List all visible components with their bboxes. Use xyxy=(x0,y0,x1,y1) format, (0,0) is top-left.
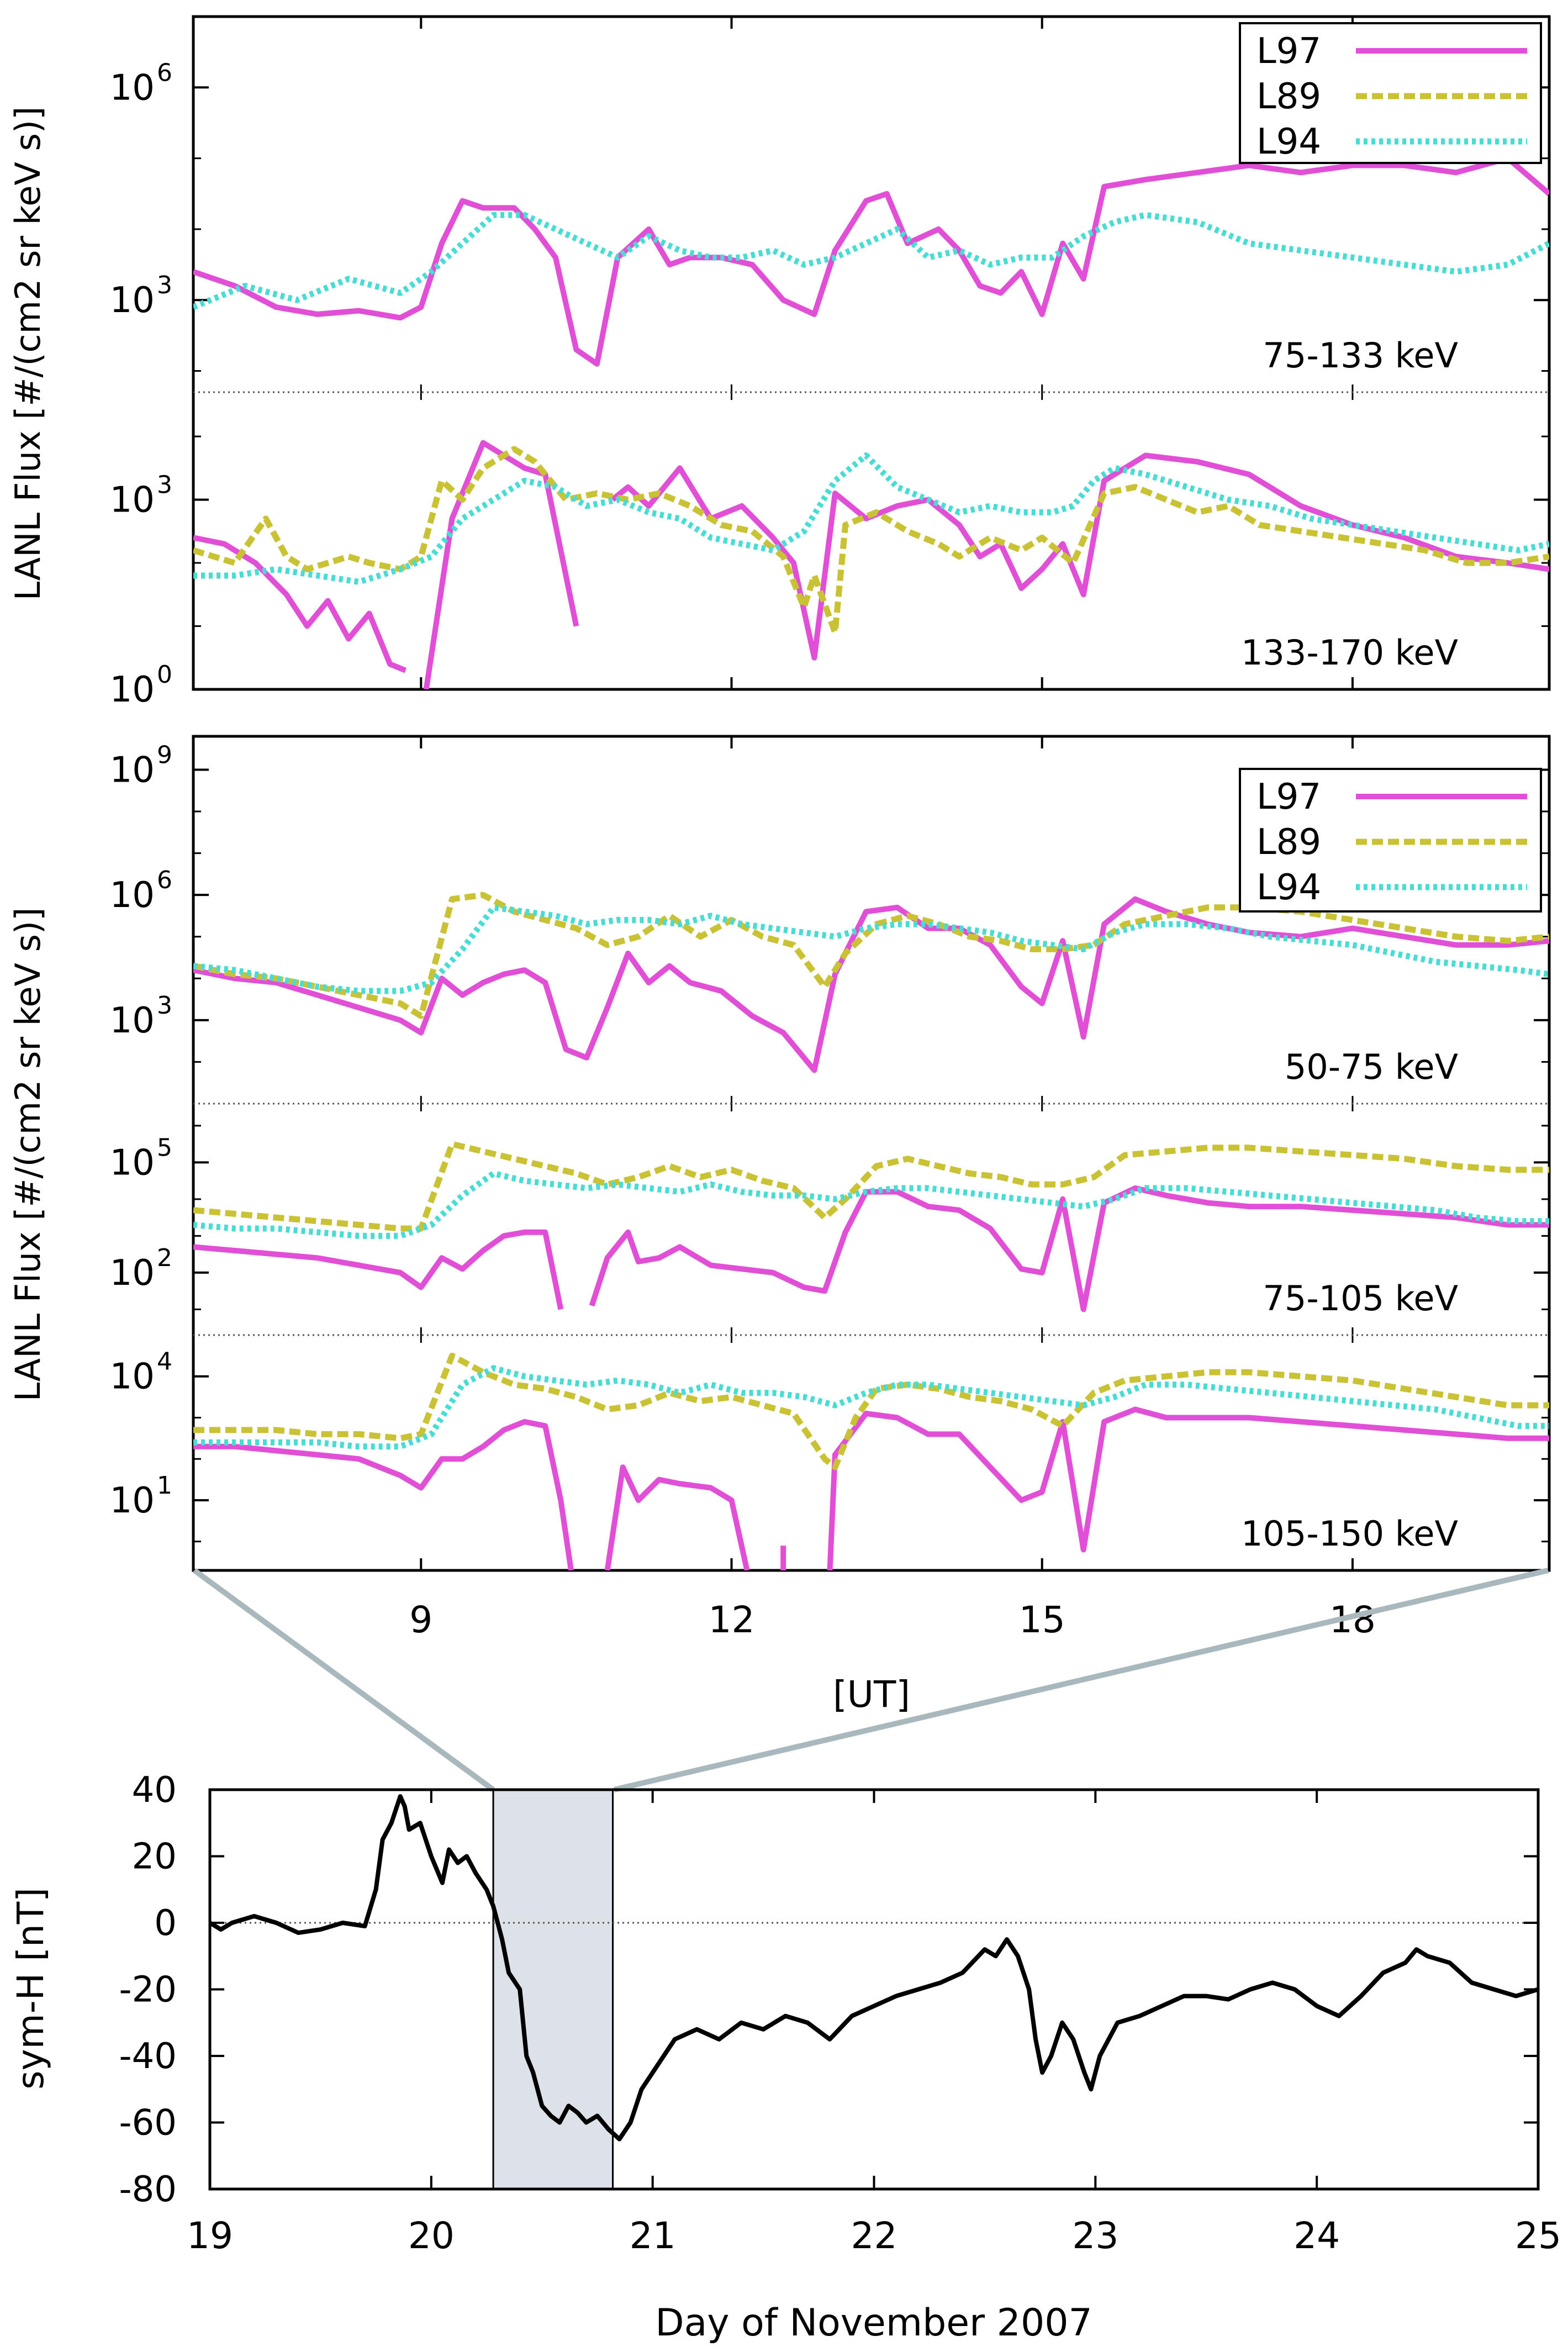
panel2-ytick-label-0-9: 10 xyxy=(110,750,155,790)
panel1-sub-0-series xyxy=(193,155,1549,367)
panel2-ytick-exp-0-6: 6 xyxy=(157,866,172,894)
panel1-sub-1-series-L94 xyxy=(193,452,1549,585)
panel2-ytick-label-1-2: 10 xyxy=(110,1253,155,1294)
panel3-xtick-label-25: 25 xyxy=(1515,2214,1561,2257)
panel1-ytick-label-0-6: 10 xyxy=(110,67,155,108)
panel-1-frame xyxy=(192,15,1551,691)
zoom-connector xyxy=(193,1568,1549,1792)
panel2-ytick-exp-1-2: 2 xyxy=(157,1244,172,1272)
panel2-ytick-label-2-1: 10 xyxy=(110,1480,155,1521)
panel1-sub-0-series-L94 xyxy=(193,212,1549,310)
panel2-ytick-exp-0-9: 9 xyxy=(157,741,172,769)
panel2-sub-1-series-L89 xyxy=(193,1141,1549,1232)
panel1-legend-label-L94: L94 xyxy=(1256,122,1321,162)
panel1-sub-0-label: 75-133 keV xyxy=(1263,335,1458,376)
panel3-xtick-label-22: 22 xyxy=(851,2214,897,2257)
panel-3: 40 20 0 -20 -40 -60 -80 19 20 21 22 23 24 25 sym-H [… xyxy=(9,1770,1561,2345)
panel2-sub-0-series-L94 xyxy=(193,904,1549,994)
symh-series xyxy=(208,1794,1539,2142)
panel-2-x-axis: 9 12 15 18 xyxy=(409,1599,1376,1641)
panel2-ytick-label-0-3: 10 xyxy=(110,1000,155,1041)
panel2-sub-2-label: 105-150 keV xyxy=(1241,1513,1458,1554)
panel2-xtick-label-15: 15 xyxy=(1019,1599,1065,1641)
panel1-sub-0-series-L97 xyxy=(193,155,1549,367)
panel3-xtick-label-24: 24 xyxy=(1294,2214,1340,2257)
zoom-line-left xyxy=(193,1568,495,1792)
panel-3-frame xyxy=(208,1788,1540,2191)
panel2-sub-1-series-L97 xyxy=(193,1185,1549,1312)
highlight-window xyxy=(492,1789,614,2190)
panel-3-x-axis: 19 20 21 22 23 24 25 xyxy=(187,1790,1561,2257)
panel2-sub-2-series-L97 xyxy=(193,1406,1549,1570)
panel2-ytick-exp-2-4: 4 xyxy=(157,1348,172,1376)
panel-2-xlabel: [UT] xyxy=(833,1673,910,1716)
panel-1-ylabel: LANL Flux [#/(cm2 sr keV s)] xyxy=(8,107,48,601)
panel2-ytick-exp-1-5: 5 xyxy=(157,1133,172,1162)
panel3-ytick-label--40: -40 xyxy=(119,2036,177,2077)
panel2-legend-label-L97: L97 xyxy=(1256,777,1321,818)
panel1-ytick-exp-0-6: 6 xyxy=(157,59,172,87)
panel3-xtick-label-21: 21 xyxy=(630,2214,676,2257)
panel1-ytick-label-0-3: 10 xyxy=(110,280,155,321)
panel1-legend-label-L97: L97 xyxy=(1256,31,1321,72)
panel1-legend-label-L89: L89 xyxy=(1256,76,1321,117)
panel1-sub-1-series-L89 xyxy=(193,446,1549,636)
panel-3-xlabel: Day of November 2007 xyxy=(655,2301,1092,2345)
panel3-ytick-label-40: 40 xyxy=(132,1770,177,1811)
panel2-sub-1-label: 75-105 keV xyxy=(1263,1278,1458,1319)
panel1-ytick-label-1-3: 10 xyxy=(110,480,155,521)
panel1-ytick-exp-0-3: 3 xyxy=(157,271,172,299)
panel1-ytick-label-1-0: 10 xyxy=(110,669,155,710)
panel-2-frame xyxy=(192,735,1551,1572)
panel3-ytick-label--60: -60 xyxy=(119,2103,177,2144)
panel2-xtick-label-12: 12 xyxy=(709,1599,755,1641)
panel3-ytick-label-20: 20 xyxy=(132,1837,177,1878)
panel1-ytick-exp-1-0: 0 xyxy=(157,661,172,689)
panel-3-ylabel: sym-H [nT] xyxy=(9,1887,52,2090)
panel2-ytick-exp-2-1: 1 xyxy=(157,1472,172,1500)
panel2-sub-2-series-L94 xyxy=(193,1365,1549,1450)
panel2-legend-label-L94: L94 xyxy=(1256,867,1321,908)
panel1-sub-1-series xyxy=(193,440,1549,689)
zoom-line-right xyxy=(613,1568,1549,1792)
panel2-sub-0-label: 50-75 keV xyxy=(1285,1047,1458,1087)
panel2-xtick-label-9: 9 xyxy=(409,1599,432,1641)
panel2-ytick-label-2-4: 10 xyxy=(110,1357,155,1398)
panel-2-ylabel: LANL Flux [#/(cm2 sr keV s)] xyxy=(8,908,48,1402)
panel2-sub-0-series-L89 xyxy=(193,892,1549,1019)
panel2-sub-0-series-L97 xyxy=(193,896,1549,1073)
panel2-legend-label-L89: L89 xyxy=(1256,822,1321,863)
panel1-ytick-exp-1-3: 3 xyxy=(157,471,172,499)
panel-3-y-axis: 40 20 0 -20 -40 -60 -80 xyxy=(119,1770,1538,2210)
panel3-ytick-label--80: -80 xyxy=(119,2169,177,2210)
panel3-xtick-label-20: 20 xyxy=(408,2214,455,2257)
panel3-xtick-label-19: 19 xyxy=(187,2214,233,2257)
panel2-sub-1-series xyxy=(193,1141,1549,1312)
panel1-sub-1-label: 133-170 keV xyxy=(1241,632,1458,673)
panel2-ytick-exp-0-3: 3 xyxy=(157,992,172,1020)
panel2-sub-1-series-L94 xyxy=(193,1170,1549,1239)
panel2-sub-2-series-L89 xyxy=(193,1352,1549,1470)
panel3-ytick-label-0: 0 xyxy=(154,1903,177,1944)
panel2-sub-2-series xyxy=(193,1352,1549,1570)
panel2-ytick-label-1-5: 10 xyxy=(110,1142,155,1183)
panel2-sub-0-series xyxy=(193,892,1549,1073)
panel3-xtick-label-23: 23 xyxy=(1072,2214,1118,2257)
panel3-ytick-label--20: -20 xyxy=(119,1970,177,2011)
panel2-ytick-label-0-6: 10 xyxy=(110,875,155,916)
